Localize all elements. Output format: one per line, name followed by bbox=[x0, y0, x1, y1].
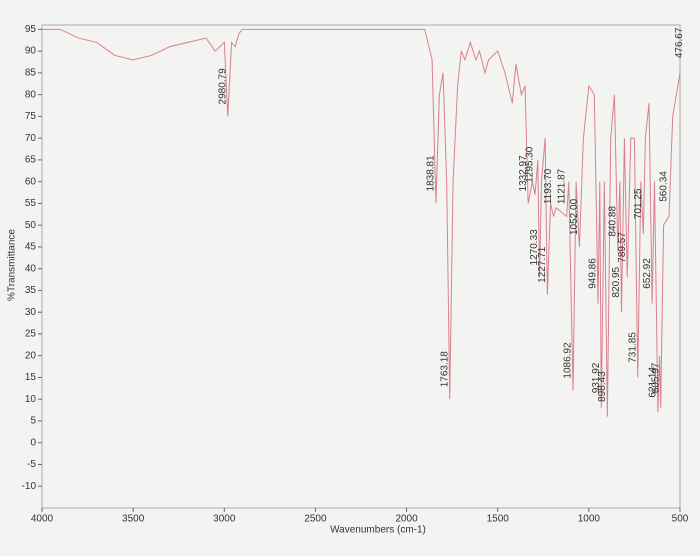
x-tick-label: 4000 bbox=[31, 514, 54, 525]
peak-label: 931.92 bbox=[591, 362, 602, 393]
y-tick-label: 0 bbox=[30, 437, 36, 448]
y-tick-label: 85 bbox=[25, 68, 37, 79]
peak-label: 476.67 bbox=[674, 27, 685, 58]
peak-label: 820.95 bbox=[611, 266, 622, 297]
x-axis-label: Wavenumbers (cm-1) bbox=[330, 525, 426, 536]
y-tick-label: -5 bbox=[27, 459, 36, 470]
y-tick-label: 5 bbox=[30, 416, 36, 427]
x-tick-label: 2000 bbox=[395, 514, 418, 525]
peak-label: 1052.00 bbox=[569, 198, 580, 235]
peak-label: 1763.18 bbox=[439, 351, 450, 388]
y-tick-label: 75 bbox=[25, 111, 37, 122]
y-tick-label: 50 bbox=[25, 220, 37, 231]
peak-label: 731.85 bbox=[627, 332, 638, 363]
y-tick-label: 60 bbox=[25, 176, 37, 187]
peak-label: 701.25 bbox=[633, 188, 644, 219]
x-tick-label: 3500 bbox=[122, 514, 145, 525]
x-tick-label: 2500 bbox=[304, 514, 327, 525]
x-tick-label: 1000 bbox=[578, 514, 601, 525]
peak-label: 1193.70 bbox=[543, 168, 554, 204]
peak-label: 2980.79 bbox=[217, 68, 228, 105]
peak-label: 1838.81 bbox=[426, 155, 437, 192]
peak-label: 652.92 bbox=[642, 258, 653, 289]
y-tick-label: 15 bbox=[25, 372, 37, 383]
peak-label: 1270.33 bbox=[529, 229, 540, 266]
peak-label: 1295.30 bbox=[525, 146, 536, 183]
y-tick-label: 40 bbox=[25, 263, 37, 274]
y-tick-label: 70 bbox=[25, 133, 37, 144]
peak-label: 840.88 bbox=[608, 206, 619, 237]
peak-label: 560.34 bbox=[659, 171, 670, 202]
peak-label: 1086.92 bbox=[563, 342, 574, 379]
x-tick-label: 500 bbox=[672, 514, 689, 525]
x-tick-label: 3000 bbox=[213, 514, 236, 525]
y-tick-label: 65 bbox=[25, 155, 37, 166]
y-tick-label: 10 bbox=[25, 394, 37, 405]
y-tick-label: 30 bbox=[25, 307, 37, 318]
spectrum-line bbox=[42, 28, 681, 417]
peak-label: 789.57 bbox=[617, 232, 628, 263]
y-tick-label: 45 bbox=[25, 242, 37, 253]
y-tick-label: 35 bbox=[25, 285, 37, 296]
peak-label: 898.43 bbox=[597, 371, 608, 402]
peak-label: 1121.87 bbox=[556, 168, 567, 204]
y-tick-label: 95 bbox=[25, 24, 37, 35]
y-tick-label: 55 bbox=[25, 198, 37, 209]
peak-label: 621.14 bbox=[648, 367, 659, 398]
y-tick-label: 20 bbox=[25, 350, 37, 361]
plot-frame bbox=[41, 24, 681, 509]
y-tick-label: 90 bbox=[25, 46, 37, 57]
y-tick-label: -10 bbox=[22, 481, 37, 492]
x-tick-label: 1500 bbox=[487, 514, 510, 525]
y-tick-label: 80 bbox=[25, 89, 37, 100]
peak-label: 1227.71 bbox=[537, 246, 548, 283]
peak-label: 605.97 bbox=[650, 362, 661, 393]
peak-label: 949.86 bbox=[588, 258, 599, 289]
y-axis-label: %Transmittance bbox=[7, 229, 18, 301]
y-tick-label: 25 bbox=[25, 329, 37, 340]
peak-label: 1332.97 bbox=[518, 155, 529, 192]
